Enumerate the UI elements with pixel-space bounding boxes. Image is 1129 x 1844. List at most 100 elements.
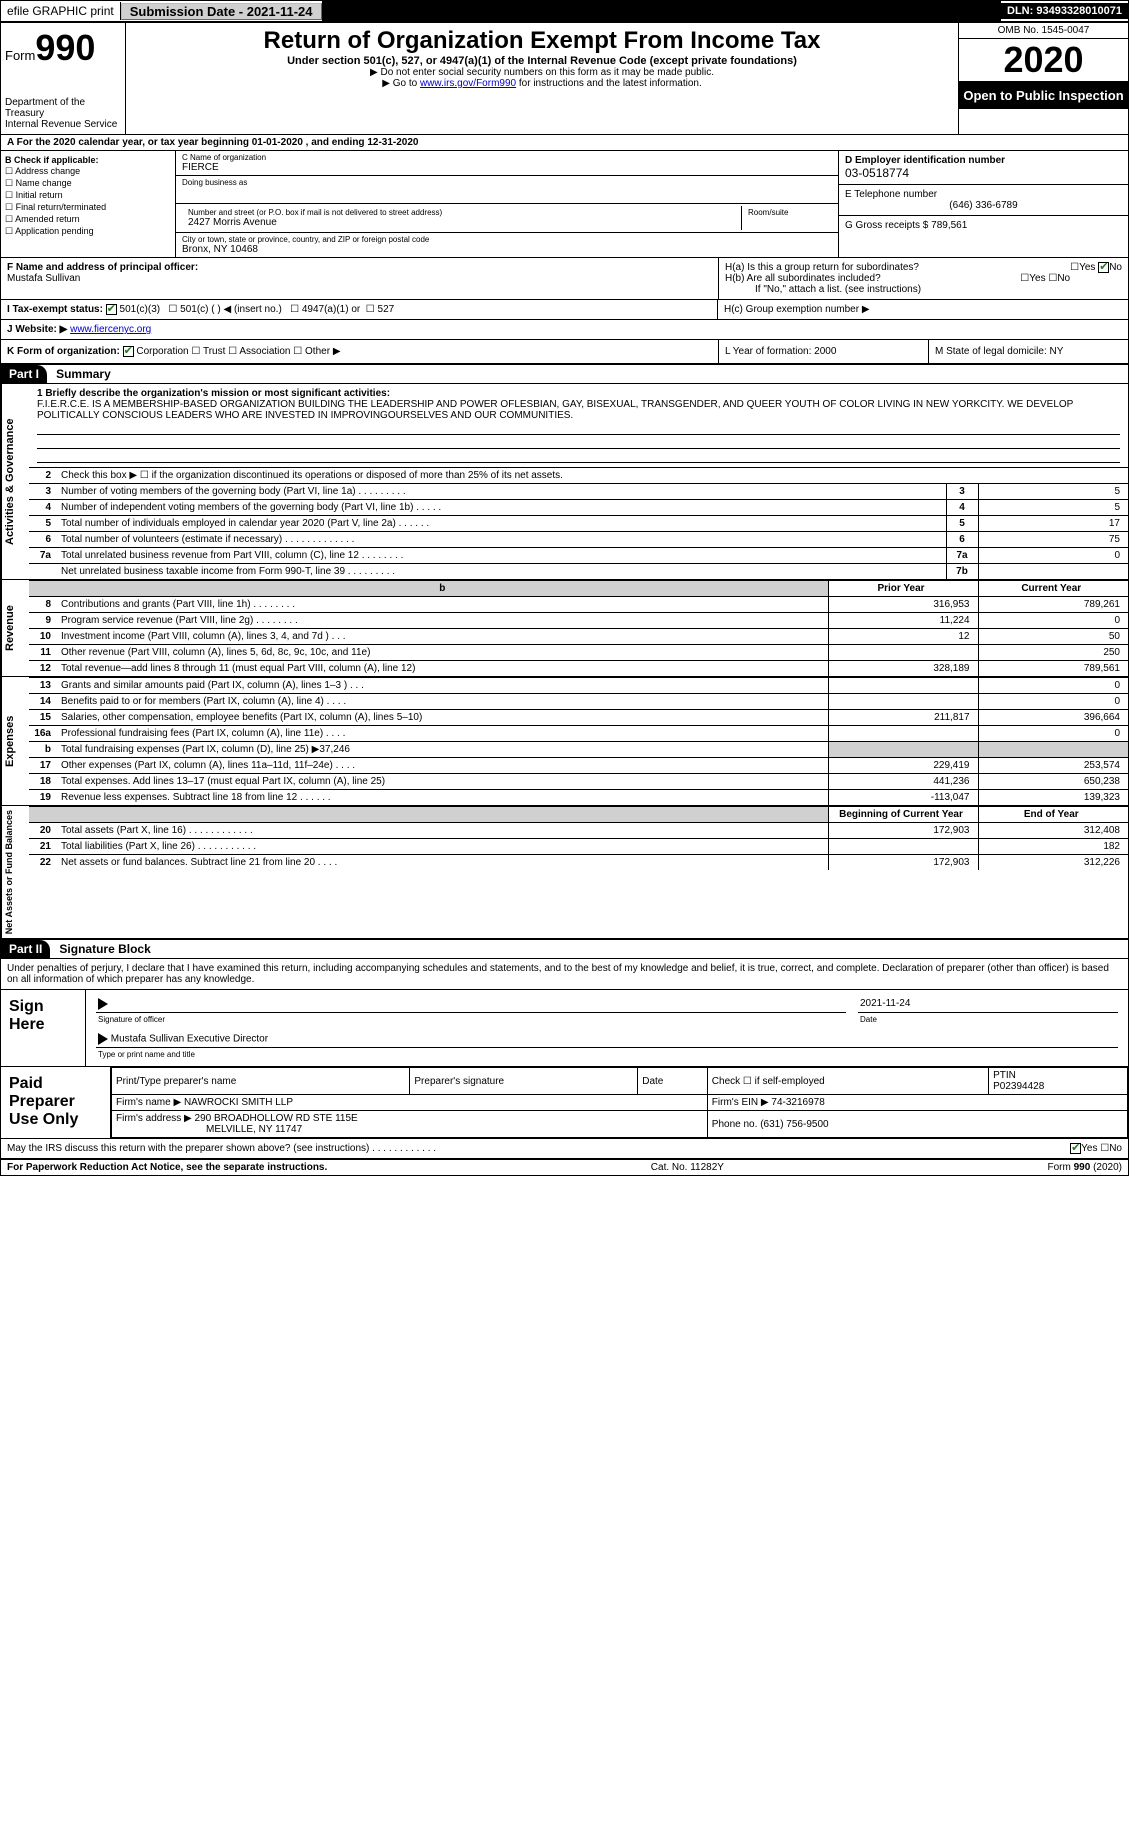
line-value: 5 [978,500,1128,516]
line-num: 22 [29,855,57,871]
prior-year-val [828,678,978,694]
firm-ein-cell: Firm's EIN ▶ 74-3216978 [707,1095,1127,1111]
chk-initial-return[interactable]: ☐ Initial return [5,190,171,201]
line-num: 18 [29,774,57,790]
chk-lbl: Final return/terminated [16,202,107,212]
prior-year-val: 328,189 [828,661,978,677]
sig-officer-label: Signature of officer [98,1015,165,1024]
ptin-value: P02394428 [993,1081,1044,1092]
sign-here-row: Sign Here Signature of officer 2021-11-2… [1,990,1128,1067]
header-block: Form990 Department of the Treasury Inter… [1,23,1128,135]
submission-date-button[interactable]: Submission Date - 2021-11-24 [121,3,322,20]
dba-label: Doing business as [182,178,832,187]
prior-year-val [828,726,978,742]
netassets-table: Beginning of Current YearEnd of Year20To… [29,806,1128,870]
line-num: 12 [29,661,57,677]
beg-year-val: 172,903 [828,823,978,839]
discuss-yes-check[interactable] [1070,1143,1081,1154]
omb-number: OMB No. 1545-0047 [959,23,1128,39]
chk-lbl: Application pending [15,226,94,236]
form-num-990: 990 [35,27,95,68]
col-c: C Name of organization FIERCE Doing busi… [176,151,838,257]
revenue-body: bPrior YearCurrent Year8Contributions an… [29,580,1128,676]
ein-label: D Employer identification number [845,155,1122,166]
ptin-cell: PTINP02394428 [989,1068,1128,1095]
org-name-label: C Name of organization [182,153,832,162]
preparer-name-hdr: Print/Type preparer's name [112,1068,410,1095]
firm-phone-cell: Phone no. (631) 756-9500 [707,1111,1127,1138]
chk-amended[interactable]: ☐ Amended return [5,214,171,225]
phone-value: (631) 756-9500 [760,1119,828,1130]
officer-name-title: Mustafa Sullivan Executive Director [111,1034,268,1045]
part2-header: Part II Signature Block [1,939,1128,959]
dba-row: Doing business as [176,176,838,204]
line-text: Total revenue—add lines 8 through 11 (mu… [57,661,828,677]
firm-addr2: MELVILLE, NY 11747 [116,1124,302,1135]
page-footer: For Paperwork Reduction Act Notice, see … [1,1159,1128,1175]
ein-value: 03-0518774 [845,166,1122,180]
line-text: Contributions and grants (Part VIII, lin… [57,597,828,613]
chk-address-change[interactable]: ☐ Address change [5,166,171,177]
efile-label: efile GRAPHIC print [1,2,121,20]
current-year-val: 250 [978,645,1128,661]
current-year-val [978,742,1128,758]
vlabel-netassets: Net Assets or Fund Balances [1,806,29,938]
opt-corp: Corporation [136,346,188,357]
form-number: Form990 [5,27,121,69]
chk-name-change[interactable]: ☐ Name change [5,178,171,189]
signature-block: Under penalties of perjury, I declare th… [1,959,1128,1159]
chk-corporation[interactable] [123,346,134,357]
website-row: J Website: ▶ www.fiercenyc.org [1,320,1128,340]
yes-lbl: Yes [1081,1144,1097,1155]
date-line: 2021-11-24 Date [858,996,1118,1013]
current-year-val: 50 [978,629,1128,645]
line-num: b [29,742,57,758]
part2-title: Signature Block [53,942,150,956]
tel-label: E Telephone number [845,189,1122,200]
end-year-val: 312,226 [978,855,1128,871]
opt-other: Other ▶ [305,346,340,357]
preparer-date-hdr: Date [638,1068,708,1095]
no-lbl: No [1109,1144,1122,1155]
line-text: Investment income (Part VIII, column (A)… [57,629,828,645]
h-a-yn: ☐Yes No [1070,262,1122,273]
table-row: Firm's address ▶ 290 BROADHOLLOW RD STE … [112,1111,1128,1138]
line-num: 19 [29,790,57,806]
yes-lbl: Yes [1029,273,1045,284]
table-row: 22Net assets or fund balances. Subtract … [29,855,1128,871]
line-text: Total number of individuals employed in … [57,516,946,532]
table-header: Beginning of Current YearEnd of Year [29,807,1128,823]
chk-final-return[interactable]: ☐ Final return/terminated [5,202,171,213]
ein-row: D Employer identification number 03-0518… [839,151,1128,185]
opt-501c3: 501(c)(3) [120,304,161,315]
preparer-sig-hdr: Preparer's signature [410,1068,638,1095]
website-link[interactable]: www.fiercenyc.org [70,324,151,335]
form-title: Return of Organization Exempt From Incom… [130,27,954,55]
footer-mid: Cat. No. 11282Y [651,1162,724,1173]
prior-year-val: 229,419 [828,758,978,774]
paid-preparer-label: Paid Preparer Use Only [1,1067,111,1138]
chk-501c3[interactable] [106,304,117,315]
part1-header: Part I Summary [1,364,1128,384]
prior-year-val [828,645,978,661]
irs-link[interactable]: www.irs.gov/Form990 [420,78,516,89]
discuss-row: May the IRS discuss this return with the… [1,1139,1128,1159]
type-name-label: Type or print name and title [98,1050,195,1059]
mission-label: 1 Briefly describe the organization's mi… [37,388,1120,399]
opt-trust: Trust [203,346,225,357]
firm-addr-lbl: Firm's address ▶ [116,1113,192,1124]
revenue-table: bPrior YearCurrent Year8Contributions an… [29,580,1128,676]
table-row: 18Total expenses. Add lines 13–17 (must … [29,774,1128,790]
opt-501c: 501(c) ( ) ◀ (insert no.) [180,304,282,315]
h-c-row: H(c) Group exemption number ▶ [718,300,1128,319]
opt-4947: 4947(a)(1) or [302,304,360,315]
table-row: 7aTotal unrelated business revenue from … [29,548,1128,564]
col-b: B Check if applicable: ☐ Address change … [1,151,176,257]
h-a-no-check[interactable] [1098,262,1109,273]
yes-lbl: Yes [1079,262,1095,273]
table-row: Net unrelated business taxable income fr… [29,564,1128,580]
current-year-val: 0 [978,613,1128,629]
vlabel-revenue: Revenue [1,580,29,676]
table-row: 20Total assets (Part X, line 16) . . . .… [29,823,1128,839]
chk-application-pending[interactable]: ☐ Application pending [5,226,171,237]
